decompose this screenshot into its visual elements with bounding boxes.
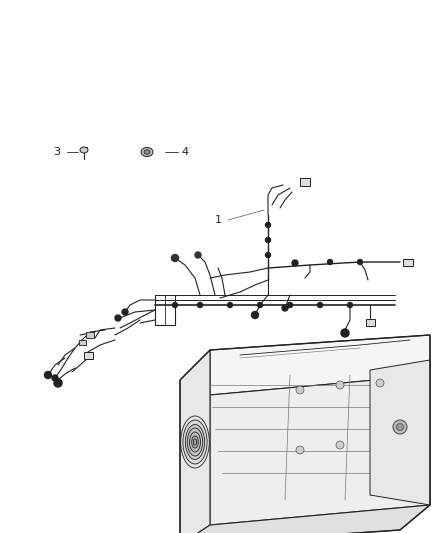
- Circle shape: [115, 315, 121, 321]
- Ellipse shape: [80, 147, 88, 153]
- Ellipse shape: [144, 150, 150, 154]
- Bar: [78, 340, 85, 344]
- Circle shape: [198, 303, 202, 308]
- Polygon shape: [180, 505, 430, 533]
- Polygon shape: [210, 375, 430, 525]
- Circle shape: [393, 420, 407, 434]
- Circle shape: [265, 253, 271, 257]
- Circle shape: [341, 329, 349, 337]
- Circle shape: [251, 311, 258, 319]
- Circle shape: [318, 303, 322, 308]
- Circle shape: [336, 381, 344, 389]
- Circle shape: [265, 222, 271, 228]
- Polygon shape: [180, 350, 210, 533]
- Circle shape: [287, 303, 293, 308]
- Circle shape: [195, 252, 201, 258]
- Circle shape: [173, 303, 177, 308]
- Bar: [365, 319, 374, 326]
- Text: 3: 3: [53, 147, 60, 157]
- Circle shape: [258, 303, 262, 308]
- Ellipse shape: [190, 432, 201, 452]
- Circle shape: [265, 238, 271, 243]
- Ellipse shape: [193, 439, 197, 445]
- Circle shape: [54, 379, 62, 387]
- Ellipse shape: [185, 424, 205, 459]
- Circle shape: [52, 375, 58, 381]
- Circle shape: [227, 303, 233, 308]
- Bar: [300, 178, 310, 186]
- Circle shape: [376, 379, 384, 387]
- Circle shape: [292, 260, 298, 266]
- Circle shape: [336, 441, 344, 449]
- Bar: [84, 351, 92, 359]
- Bar: [86, 332, 94, 338]
- Polygon shape: [370, 360, 430, 505]
- Circle shape: [172, 254, 179, 262]
- Circle shape: [282, 305, 288, 311]
- Circle shape: [328, 260, 332, 264]
- Bar: [403, 259, 413, 265]
- Circle shape: [296, 386, 304, 394]
- Circle shape: [347, 303, 353, 308]
- Ellipse shape: [187, 428, 203, 456]
- Polygon shape: [210, 335, 430, 395]
- Circle shape: [296, 446, 304, 454]
- Ellipse shape: [183, 420, 207, 464]
- Text: 4: 4: [181, 147, 189, 157]
- Circle shape: [45, 372, 52, 378]
- Circle shape: [122, 309, 128, 315]
- Ellipse shape: [192, 436, 198, 448]
- Circle shape: [396, 424, 403, 431]
- Ellipse shape: [181, 416, 209, 468]
- Text: 1: 1: [215, 215, 222, 225]
- Ellipse shape: [141, 148, 153, 157]
- Circle shape: [357, 260, 363, 264]
